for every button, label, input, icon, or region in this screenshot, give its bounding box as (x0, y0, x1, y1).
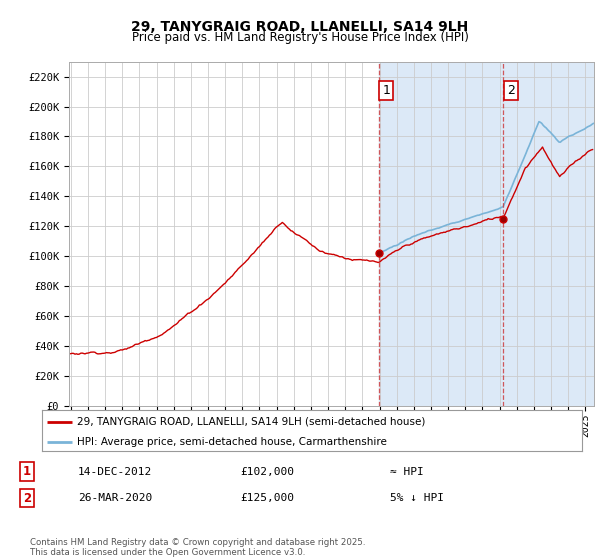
Text: Price paid vs. HM Land Registry's House Price Index (HPI): Price paid vs. HM Land Registry's House … (131, 31, 469, 44)
Text: 2: 2 (506, 84, 515, 97)
Text: 29, TANYGRAIG ROAD, LLANELLI, SA14 9LH: 29, TANYGRAIG ROAD, LLANELLI, SA14 9LH (131, 20, 469, 34)
Text: 5% ↓ HPI: 5% ↓ HPI (390, 493, 444, 503)
Text: ≈ HPI: ≈ HPI (390, 466, 424, 477)
Text: 26-MAR-2020: 26-MAR-2020 (78, 493, 152, 503)
Text: 1: 1 (382, 84, 390, 97)
Text: 29, TANYGRAIG ROAD, LLANELLI, SA14 9LH (semi-detached house): 29, TANYGRAIG ROAD, LLANELLI, SA14 9LH (… (77, 417, 425, 427)
Bar (379, 62, 503, 406)
Text: £125,000: £125,000 (240, 493, 294, 503)
Text: 1: 1 (23, 465, 31, 478)
Text: 2: 2 (23, 492, 31, 505)
Text: £102,000: £102,000 (240, 466, 294, 477)
Text: 14-DEC-2012: 14-DEC-2012 (78, 466, 152, 477)
Bar (503, 62, 594, 406)
Text: Contains HM Land Registry data © Crown copyright and database right 2025.
This d: Contains HM Land Registry data © Crown c… (30, 538, 365, 557)
Text: HPI: Average price, semi-detached house, Carmarthenshire: HPI: Average price, semi-detached house,… (77, 437, 387, 447)
